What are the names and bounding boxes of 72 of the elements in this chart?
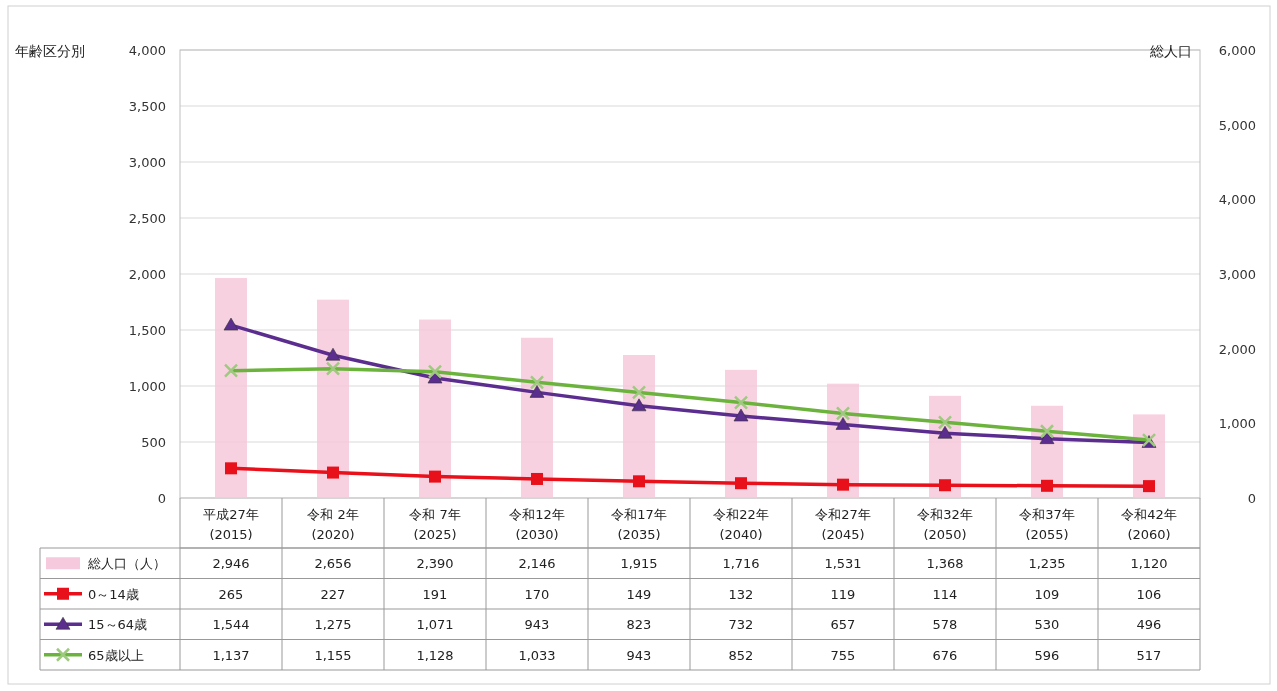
y2-tick-label: 5,000 <box>1218 117 1256 133</box>
y-tick-label: 2,500 <box>128 211 166 226</box>
legend-label: 15～64歳 <box>88 617 148 633</box>
y2-tick-label: 3,000 <box>1218 267 1256 282</box>
x-tick-label: 令和 7年 (2025) <box>409 507 461 542</box>
data-label: 517 <box>1136 647 1162 663</box>
data-label: 676 <box>932 647 958 663</box>
y-tick-label: 4,000 <box>128 43 166 58</box>
data-label: 1,235 <box>1028 556 1066 572</box>
data-label: 109 <box>1034 586 1060 602</box>
x-tick-label: 令和37年 (2055) <box>1019 507 1075 542</box>
data-label: 943 <box>524 617 550 633</box>
x-tick-label: 令和32年 (2050) <box>917 507 973 542</box>
data-label: 823 <box>626 617 652 633</box>
data-label: 1,120 <box>1130 556 1168 572</box>
data-label: 1,531 <box>824 556 862 572</box>
data-label: 1,368 <box>926 556 964 572</box>
data-label: 755 <box>830 647 856 663</box>
y-tick-label: 3,000 <box>128 155 166 170</box>
data-label: 227 <box>320 586 346 602</box>
data-label: 119 <box>830 586 856 602</box>
data-label: 149 <box>626 586 652 602</box>
data-label: 106 <box>1136 586 1162 602</box>
data-label: 530 <box>1034 617 1060 633</box>
data-label: 596 <box>1034 647 1060 663</box>
data-label: 1,033 <box>518 647 556 663</box>
legend-label: 0～14歳 <box>88 586 139 602</box>
data-label: 1,544 <box>212 617 250 633</box>
x-tick-label: 平成27年 (2015) <box>203 507 259 542</box>
data-label: 732 <box>728 617 754 633</box>
y2-tick-label: 2,000 <box>1218 341 1256 357</box>
x-tick-label: 令和27年 (2045) <box>815 507 871 542</box>
y2-tick-label: 1,000 <box>1218 416 1256 432</box>
data-label: 170 <box>524 586 550 602</box>
x-tick-label: 令和42年 (2060) <box>1121 507 1177 542</box>
data-label: 191 <box>422 586 448 602</box>
data-label: 1,137 <box>212 647 250 663</box>
data-label: 943 <box>626 647 652 663</box>
data-label: 2,946 <box>212 556 250 572</box>
x-tick-label: 令和12年 (2030) <box>509 507 565 542</box>
data-label: 1,155 <box>314 647 352 663</box>
data-label: 132 <box>728 586 754 602</box>
x-tick-label: 令和22年 (2040) <box>713 507 769 542</box>
data-label: 657 <box>830 617 856 633</box>
data-label: 265 <box>218 586 244 602</box>
y-tick-label: 3,500 <box>128 99 166 114</box>
y-tick-label: 1,500 <box>128 323 166 338</box>
data-label: 1,915 <box>620 556 658 572</box>
y2-tick-label: 0 <box>1247 491 1256 506</box>
y-tick-label: 0 <box>157 491 166 506</box>
y-tick-label: 1,000 <box>128 379 166 394</box>
y2-axis-title: 総人口 <box>1149 43 1192 59</box>
data-label: 2,390 <box>416 556 454 572</box>
data-label: 852 <box>728 647 754 663</box>
x-tick-label: 令和17年 (2035) <box>611 507 667 542</box>
legend-label: 65歳以上 <box>88 647 144 663</box>
data-label: 1,071 <box>416 617 454 633</box>
y-tick-label: 500 <box>141 435 166 450</box>
data-label: 1,128 <box>416 647 454 663</box>
data-label: 1,275 <box>314 617 352 633</box>
y2-tick-label: 4,000 <box>1218 192 1256 208</box>
y-axis-title: 年齢区分別 <box>15 43 85 59</box>
y2-tick-label: 6,000 <box>1218 43 1256 58</box>
legend-label: 総人口（人） <box>87 556 166 572</box>
y-tick-label: 2,000 <box>128 267 166 282</box>
data-label: 578 <box>932 617 958 633</box>
data-label: 2,656 <box>314 556 352 572</box>
data-label: 2,146 <box>518 556 556 572</box>
data-label: 114 <box>932 586 958 602</box>
data-label: 496 <box>1136 617 1162 633</box>
data-label: 1,716 <box>722 556 760 572</box>
x-tick-label: 令和 2年 (2020) <box>307 507 359 542</box>
